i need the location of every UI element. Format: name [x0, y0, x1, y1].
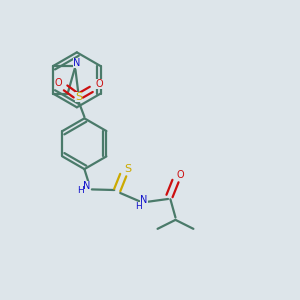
Text: S: S [75, 92, 82, 102]
Text: N: N [73, 58, 81, 68]
Text: S: S [125, 164, 132, 174]
Text: N: N [140, 196, 148, 206]
Text: H: H [77, 186, 84, 195]
Text: O: O [95, 79, 103, 89]
Text: N: N [83, 181, 90, 191]
Text: H: H [135, 202, 142, 211]
Text: O: O [177, 170, 184, 180]
Text: O: O [55, 77, 62, 88]
